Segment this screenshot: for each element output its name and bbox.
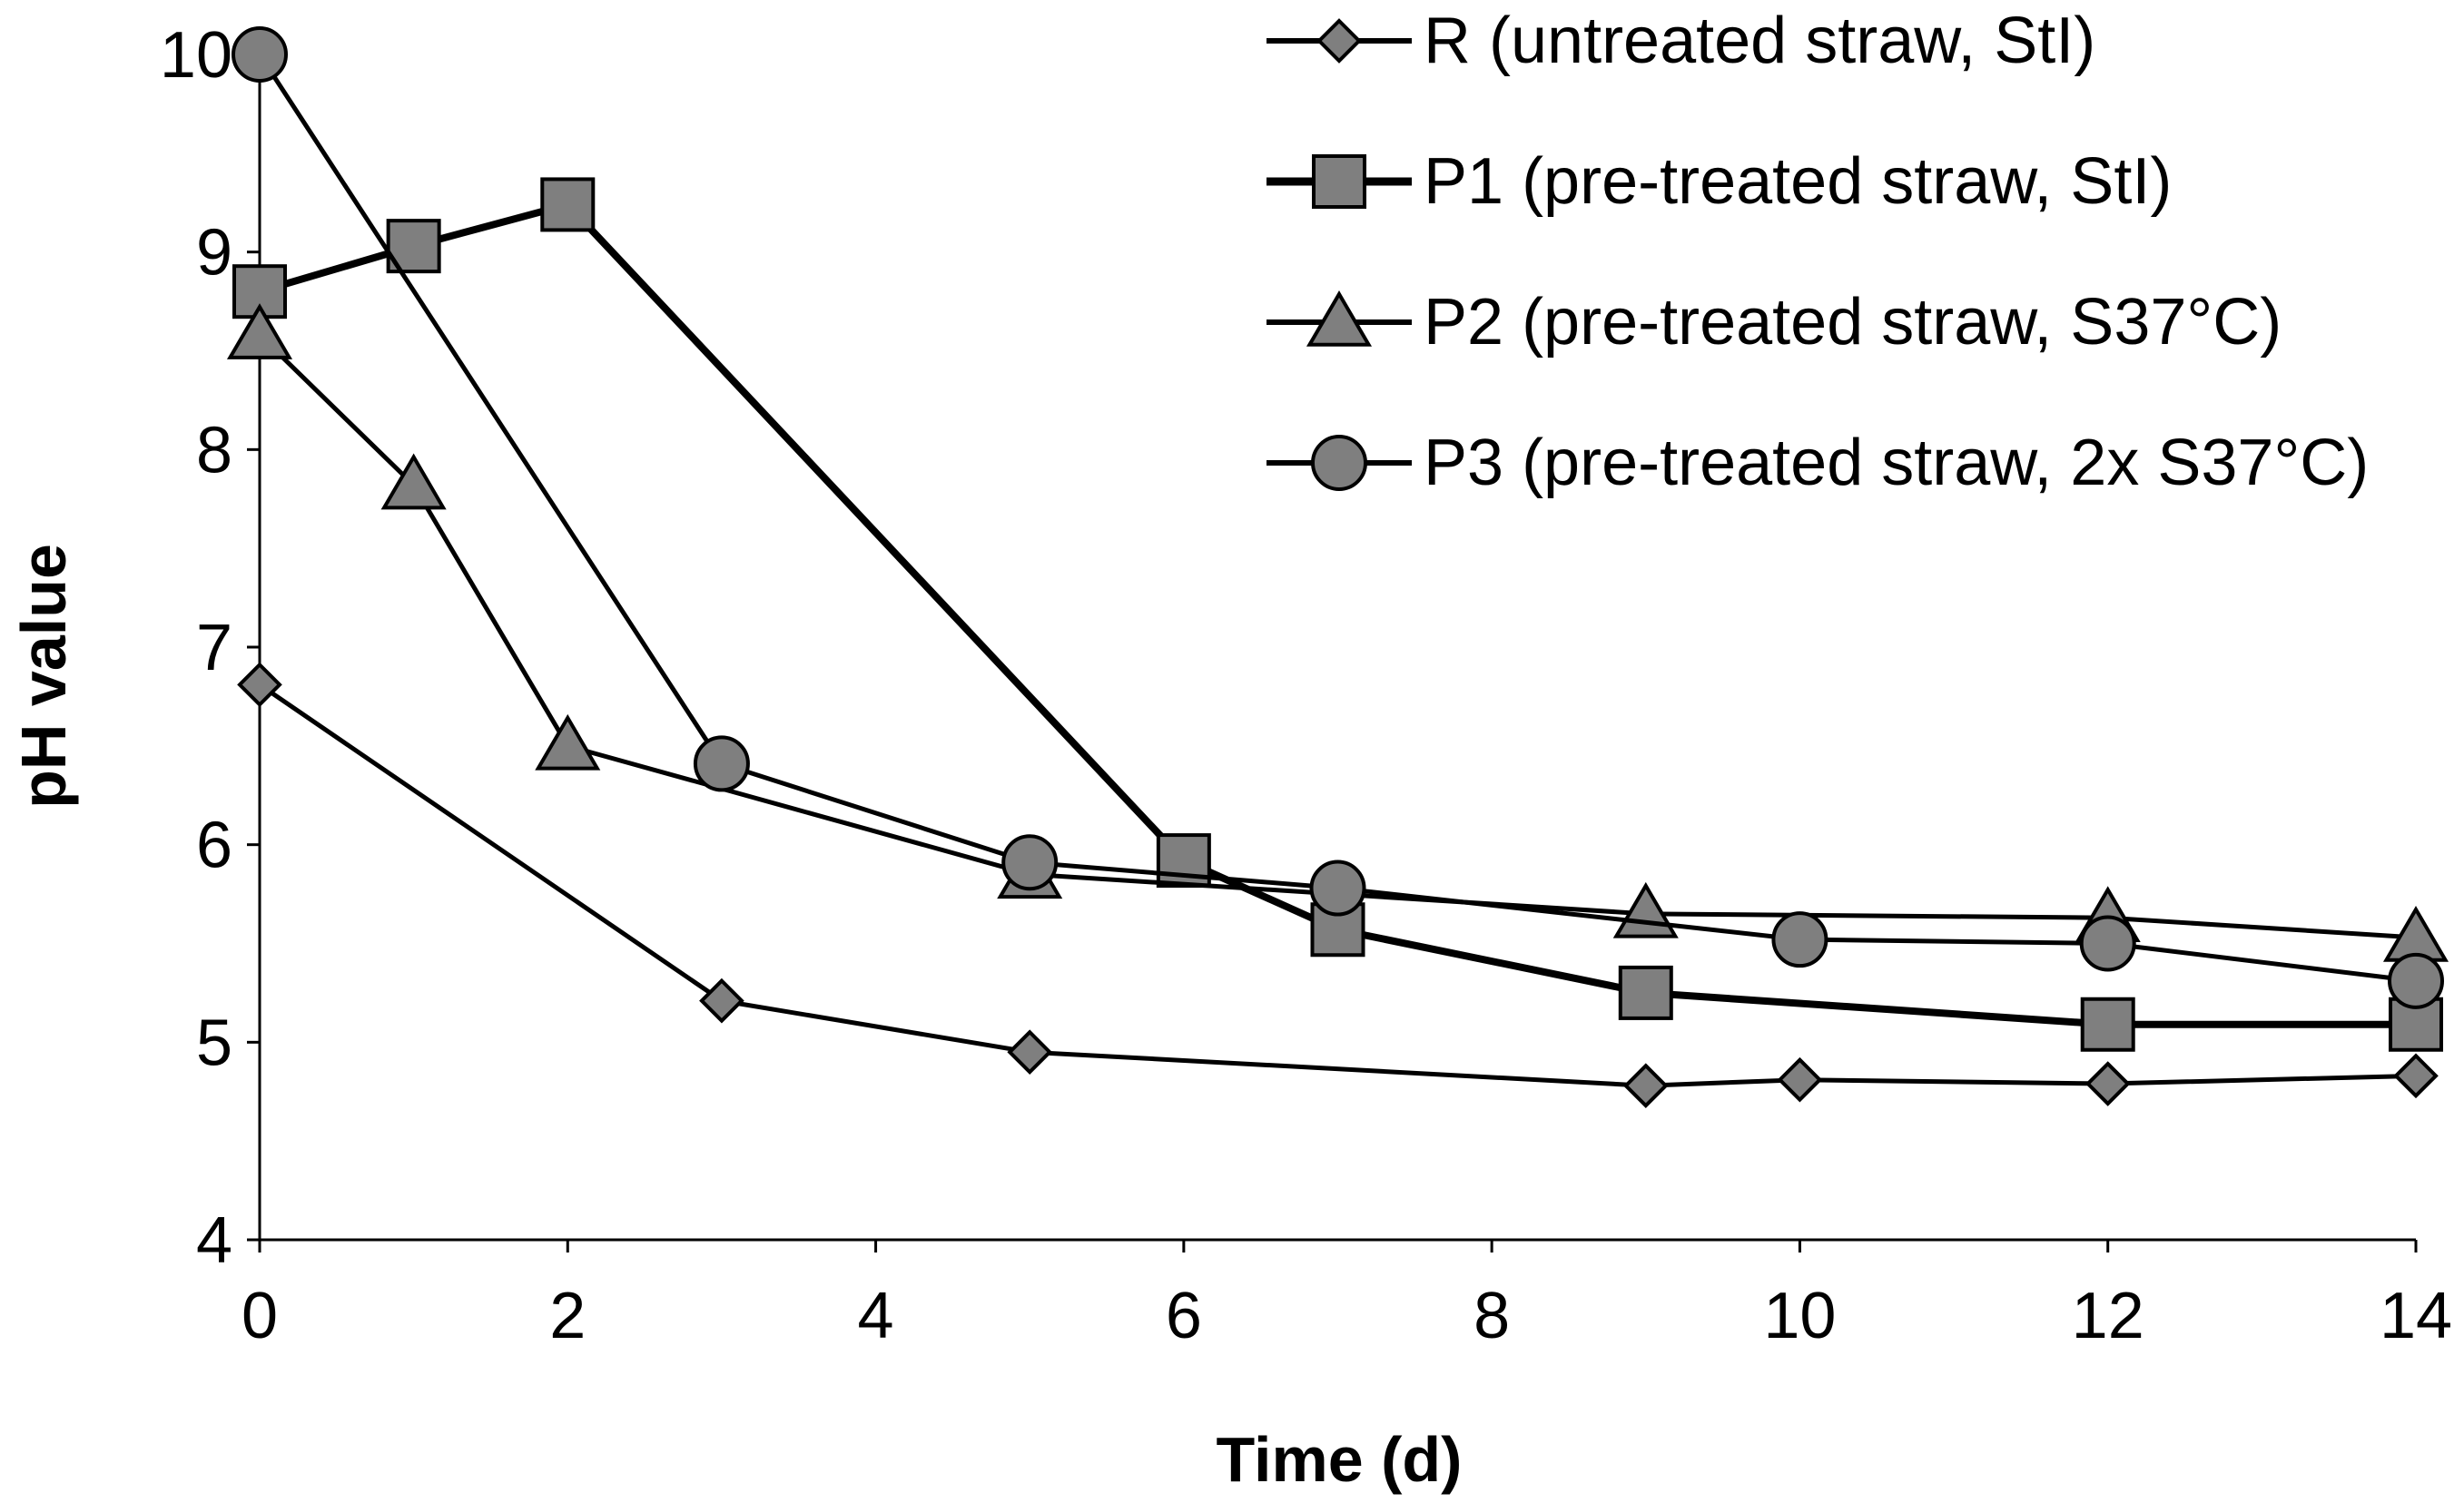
- legend-label: P2 (pre-treated straw, S37°C): [1424, 286, 2282, 359]
- data-point: [693, 735, 750, 792]
- x-axis-title: Time (d): [1217, 1424, 1463, 1495]
- data-point: [2388, 952, 2444, 1009]
- data-point: [226, 303, 293, 359]
- x-tick-label: 2: [549, 1280, 586, 1352]
- data-point: [380, 453, 447, 510]
- legend-label: P3 (pre-treated straw, 2x S37°C): [1424, 427, 2369, 499]
- data-point: [1771, 911, 1828, 968]
- x-tick-label: 14: [2380, 1280, 2452, 1352]
- data-point: [1309, 860, 1366, 917]
- series-layer: [226, 26, 2449, 1109]
- y-tick-label: 6: [196, 810, 232, 882]
- x-tick-label: 4: [858, 1280, 894, 1352]
- data-point: [699, 977, 744, 1024]
- data-point: [386, 219, 441, 274]
- legend-marker: [1312, 154, 1366, 209]
- data-point: [237, 662, 282, 708]
- legend: R (untreated straw, StI) P1 (pre-treated …: [1266, 5, 2369, 499]
- legend-item: R (untreated straw, StI): [1266, 5, 2095, 77]
- data-point: [1618, 965, 1673, 1020]
- legend-marker: [1306, 290, 1373, 347]
- legend-label: P1 (pre-treated straw, StI): [1424, 145, 2172, 218]
- data-point: [1001, 834, 1059, 891]
- axes: 4 5 6 7 8 9 10 0 2 4 6 8 10 12 14: [160, 19, 2452, 1352]
- data-point: [2079, 915, 2136, 972]
- data-point: [2080, 997, 2135, 1052]
- x-tick-label: 12: [2072, 1280, 2144, 1352]
- y-axis-title: pH value: [8, 544, 79, 809]
- legend-label: R (untreated straw, StI): [1424, 5, 2095, 77]
- series-circle: [232, 26, 2444, 1009]
- data-point: [2085, 1061, 2131, 1106]
- x-tick-label: 6: [1166, 1280, 1202, 1352]
- legend-item: P3 (pre-treated straw, 2x S37°C): [1266, 427, 2369, 499]
- legend-item: P1 (pre-treated straw, StI): [1266, 145, 2172, 218]
- y-tick-label: 4: [196, 1204, 232, 1277]
- data-point: [232, 26, 288, 83]
- x-tick-label: 8: [1473, 1280, 1510, 1352]
- y-tick-label: 9: [196, 217, 232, 290]
- data-point: [1777, 1056, 1823, 1103]
- y-tick-label: 10: [160, 19, 232, 92]
- data-point: [1007, 1029, 1053, 1076]
- y-tick-label: 7: [196, 612, 232, 684]
- series-diamond: [237, 662, 2439, 1109]
- x-tick-label: 10: [1763, 1280, 1836, 1352]
- legend-item: P2 (pre-treated straw, S37°C): [1266, 286, 2282, 359]
- y-tick-label: 5: [196, 1007, 232, 1079]
- data-point: [2393, 1053, 2439, 1099]
- x-tick-label: 0: [241, 1280, 278, 1352]
- y-tick-label: 8: [196, 414, 232, 486]
- data-point: [1622, 1063, 1669, 1109]
- legend-marker: [1311, 435, 1367, 491]
- legend-marker: [1316, 18, 1362, 64]
- series-line: [258, 333, 2417, 940]
- data-point: [540, 177, 596, 232]
- data-point: [535, 713, 601, 771]
- series-square: [232, 177, 2443, 1052]
